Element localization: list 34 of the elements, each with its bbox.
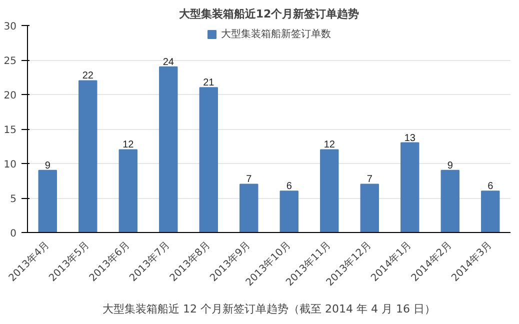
bar: [440, 170, 460, 232]
bar: [38, 170, 57, 232]
bar: [199, 87, 218, 232]
bar: [400, 142, 420, 232]
data-label: 12: [122, 140, 134, 151]
y-tick-label: 0: [10, 228, 17, 240]
bar: [118, 149, 138, 232]
bar: [240, 184, 258, 232]
bar: [159, 66, 178, 232]
bar: [481, 190, 500, 232]
text: 大型集装箱船近 12 个月新签订单趋势（截至 2014 年 4 月 16 日）: [102, 302, 436, 316]
data-label: 7: [246, 174, 252, 186]
y-tick-label: 30: [4, 22, 17, 32]
data-label: 6: [286, 181, 292, 192]
data-label: 7: [366, 174, 373, 186]
data-label: 6: [488, 181, 494, 192]
chart-title: 大型集装箱船近12个月新签订单趋势: [178, 8, 360, 20]
y-tick-label: 25: [4, 56, 17, 67]
data-label: 21: [203, 78, 215, 89]
data-label: 24: [162, 56, 174, 68]
bar: [360, 184, 379, 232]
data-label: 22: [82, 70, 94, 82]
y-tick-label: 10: [4, 160, 17, 170]
data-label: 9: [44, 160, 51, 172]
bar: [320, 149, 339, 232]
bar: [78, 80, 98, 232]
y-tick-label: 20: [4, 90, 17, 102]
bar: [280, 190, 298, 232]
data-label: 13: [404, 132, 416, 144]
data-label: 9: [447, 160, 454, 172]
y-tick-label: 5: [10, 194, 17, 205]
data-label: 12: [324, 140, 336, 151]
y-tick-label: 15: [4, 125, 17, 136]
legend-label: 大型集装箱船新签订单数: [221, 28, 331, 41]
